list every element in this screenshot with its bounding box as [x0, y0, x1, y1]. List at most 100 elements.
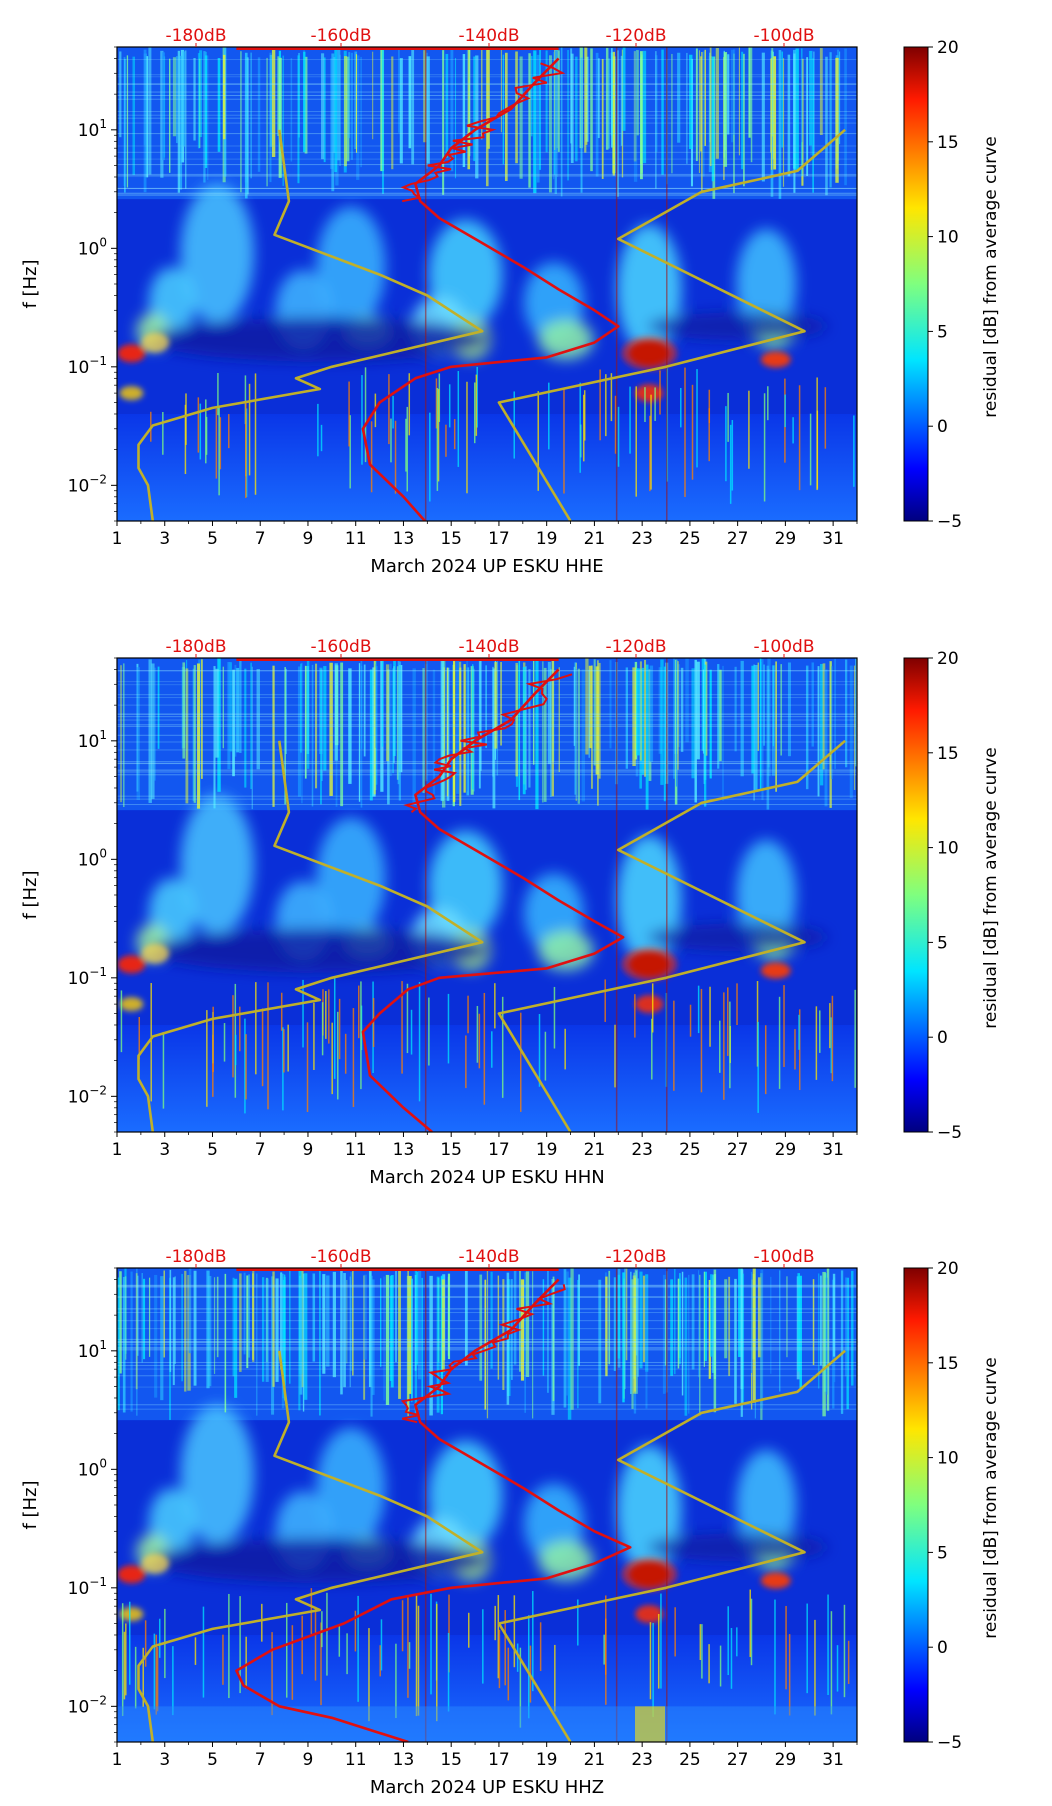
colorbar-tick-label: 5: [937, 322, 948, 342]
colorbar: [903, 657, 929, 1133]
x-tick-label: 17: [488, 529, 510, 549]
top-db-tick-label: -100dB: [753, 637, 814, 657]
transient-spikes: [117, 1268, 857, 1742]
y-axis-label: f [Hz]: [20, 1480, 41, 1529]
x-tick-label: 23: [631, 1750, 653, 1770]
colorbar-tick-label: 10: [937, 1449, 959, 1469]
x-tick-label: 3: [159, 529, 170, 549]
colorbar-tick-label: −5: [937, 512, 962, 532]
noise-model-curve: [497, 1349, 846, 1742]
x-tick-label: 5: [207, 1140, 218, 1160]
colorbar-tick-label: 5: [937, 1543, 948, 1563]
top-db-tick-label: -120dB: [605, 637, 666, 657]
x-tick-label: 15: [440, 1750, 462, 1770]
x-tick-label: 29: [775, 529, 797, 549]
colorbar-tick-label: −5: [937, 1123, 962, 1143]
x-tick-label: 13: [393, 529, 415, 549]
colorbar-tick-label: −5: [937, 1733, 962, 1753]
x-tick-label: 15: [440, 529, 462, 549]
y-axis-label: f [Hz]: [20, 259, 41, 308]
x-tick-label: 31: [822, 529, 844, 549]
x-tick-label: 15: [440, 1140, 462, 1160]
noise-model-curve: [497, 739, 846, 1132]
top-db-tick-label: -160dB: [310, 26, 371, 46]
y-tick-label: 10−1: [68, 1575, 107, 1599]
x-tick-label: 25: [679, 1140, 701, 1160]
colorbar-tick-label: 10: [937, 228, 959, 248]
x-tick-label: 7: [255, 529, 266, 549]
noise-model-curve: [137, 1350, 484, 1742]
top-db-tick-label: -100dB: [753, 26, 814, 46]
top-db-tick-label: -140dB: [458, 26, 519, 46]
median-psd-jitter: [400, 62, 566, 203]
x-tick-label: 9: [303, 1140, 314, 1160]
x-tick-label: 7: [255, 1140, 266, 1160]
colorbar-tick-label: 0: [937, 1638, 948, 1658]
x-tick-label: 21: [584, 1140, 606, 1160]
y-tick-label: 10−2: [68, 1693, 107, 1717]
noise-model-curve: [137, 129, 484, 521]
x-axis-label: March 2024 UP ESKU HHE: [370, 556, 603, 577]
median-psd-jitter: [400, 1284, 566, 1424]
colorbar-tick-label: 10: [937, 839, 959, 859]
x-tick-label: 3: [159, 1750, 170, 1770]
noise-model-curve: [497, 128, 846, 521]
y-tick-label: 10−2: [68, 1083, 107, 1107]
spectrogram-image: [117, 47, 857, 521]
x-tick-label: 13: [393, 1140, 415, 1160]
top-db-tick-label: -180dB: [165, 637, 226, 657]
y-tick-label: 10−1: [68, 965, 107, 989]
y-tick-label: 100: [78, 235, 107, 259]
x-tick-label: 1: [112, 1140, 123, 1160]
x-tick-label: 11: [345, 529, 367, 549]
x-tick-label: 31: [822, 1750, 844, 1770]
colorbar: [903, 46, 929, 522]
top-db-tick-label: -140dB: [458, 1247, 519, 1267]
x-tick-label: 7: [255, 1750, 266, 1770]
top-db-tick-label: -100dB: [753, 1247, 814, 1267]
colorbar: [903, 1267, 929, 1743]
x-axis-label: March 2024 UP ESKU HHN: [369, 1167, 604, 1188]
x-tick-label: 27: [727, 1140, 749, 1160]
y-tick-label: 10−1: [68, 354, 107, 378]
x-tick-label: 27: [727, 1750, 749, 1770]
top-db-tick-label: -180dB: [165, 26, 226, 46]
y-tick-label: 100: [78, 846, 107, 870]
colorbar-tick-label: 5: [937, 933, 948, 953]
transient-spikes: [120, 658, 856, 1132]
x-tick-label: 13: [393, 1750, 415, 1770]
top-db-tick-label: -120dB: [605, 1247, 666, 1267]
spectrogram-image: [117, 658, 857, 1132]
colorbar-tick-label: 15: [937, 133, 959, 153]
colorbar-label: residual [dB] from average curve: [981, 136, 1001, 417]
y-tick-label: 101: [78, 117, 107, 141]
spectrogram-image: [117, 1268, 857, 1742]
top-db-tick-label: -140dB: [458, 637, 519, 657]
y-tick-label: 100: [78, 1456, 107, 1480]
y-axis-label: f [Hz]: [20, 870, 41, 919]
x-tick-label: 1: [112, 1750, 123, 1770]
y-tick-label: 101: [78, 1338, 107, 1362]
x-tick-label: 11: [345, 1140, 367, 1160]
colorbar-label: residual [dB] from average curve: [981, 1357, 1001, 1638]
colorbar-tick-label: 20: [937, 1259, 959, 1279]
x-tick-label: 23: [631, 1140, 653, 1160]
x-tick-label: 29: [775, 1140, 797, 1160]
transient-spikes: [150, 47, 855, 521]
colorbar-tick-label: 20: [937, 38, 959, 58]
x-tick-label: 19: [536, 529, 558, 549]
x-tick-label: 5: [207, 1750, 218, 1770]
top-db-tick-label: -160dB: [310, 637, 371, 657]
colorbar-tick-label: 0: [937, 417, 948, 437]
colorbar-tick-label: 15: [937, 1354, 959, 1374]
x-tick-label: 5: [207, 529, 218, 549]
x-tick-label: 29: [775, 1750, 797, 1770]
x-tick-label: 27: [727, 529, 749, 549]
top-db-tick-label: -180dB: [165, 1247, 226, 1267]
colorbar-tick-label: 20: [937, 649, 959, 669]
x-tick-label: 31: [822, 1140, 844, 1160]
x-tick-label: 19: [536, 1750, 558, 1770]
